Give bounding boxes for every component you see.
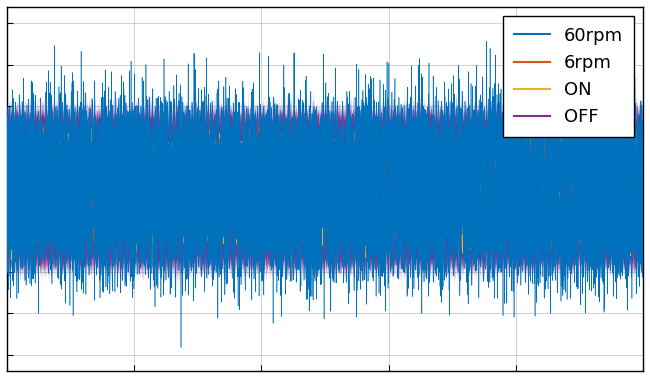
Legend: 60rpm, 6rpm, ON, OFF: 60rpm, 6rpm, ON, OFF	[502, 16, 634, 137]
